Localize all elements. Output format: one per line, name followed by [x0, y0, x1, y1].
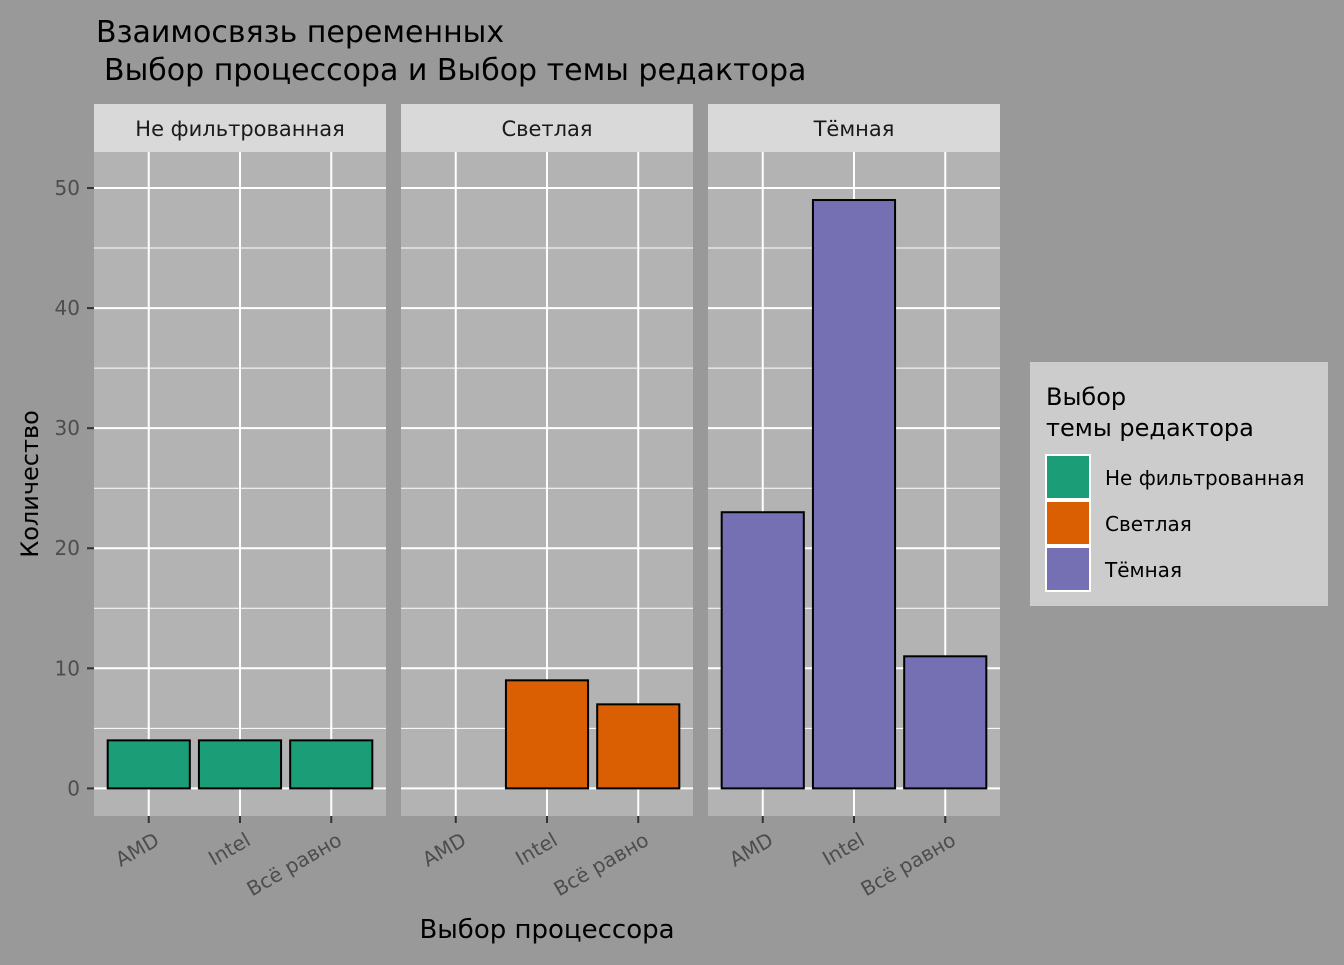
- bar: [596, 703, 681, 790]
- bar: [720, 511, 805, 790]
- bar: [289, 739, 374, 790]
- legend-swatch: [1045, 454, 1091, 500]
- y-tick-label: 40: [55, 296, 80, 320]
- legend: Выбор темы редактора Не фильтрованная Све…: [1030, 362, 1328, 606]
- y-tick-label: 20: [55, 536, 80, 560]
- bar: [197, 739, 283, 790]
- facet-strip: [401, 104, 693, 152]
- bar: [903, 655, 988, 790]
- bar: [811, 199, 897, 790]
- facet-strip: [94, 104, 386, 152]
- legend-swatch: [1045, 500, 1091, 546]
- legend-items: Не фильтрованная Светлая Тёмная: [1045, 454, 1304, 592]
- y-tick-label: 0: [67, 776, 80, 800]
- y-axis: 0 10 20 30 40 50: [55, 176, 94, 800]
- legend-title-line2: темы редактора: [1046, 414, 1254, 442]
- legend-item-label: Не фильтрованная: [1105, 466, 1304, 490]
- chart-title-line1: Взаимосвязь переменных: [96, 15, 504, 50]
- facet-strip-label: Тёмная: [813, 117, 895, 141]
- facet-strip: [708, 104, 1000, 152]
- y-axis-label: Количество: [16, 410, 44, 558]
- y-tick-label: 30: [55, 416, 80, 440]
- y-tick-label: 10: [55, 656, 80, 680]
- bar: [504, 679, 590, 790]
- bar: [106, 739, 191, 790]
- x-axis-label: Выбор процессора: [419, 915, 674, 945]
- facet-strip-label: Не фильтрованная: [135, 117, 344, 141]
- facet-strip-label: Светлая: [501, 117, 592, 141]
- legend-title-line1: Выбор: [1046, 383, 1126, 411]
- y-tick-label: 50: [55, 176, 80, 200]
- legend-item-label: Светлая: [1105, 512, 1192, 536]
- legend-item-label: Тёмная: [1104, 558, 1182, 582]
- chart-title-line2: Выбор процессора и Выбор темы редактора: [104, 53, 806, 88]
- legend-swatch: [1045, 546, 1091, 592]
